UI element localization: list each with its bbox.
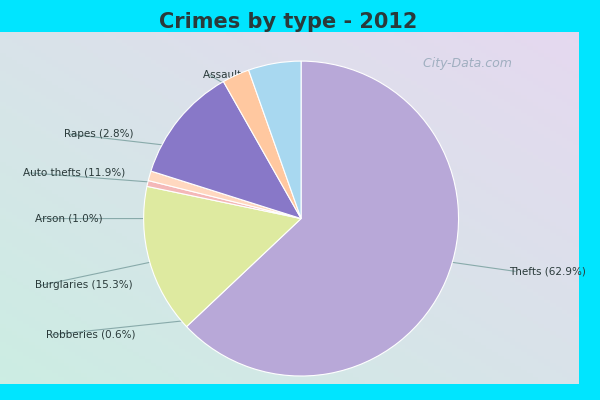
Wedge shape: [143, 186, 301, 327]
Text: Thefts (62.9%): Thefts (62.9%): [509, 266, 586, 276]
Text: Burglaries (15.3%): Burglaries (15.3%): [35, 280, 133, 290]
Wedge shape: [223, 70, 301, 218]
Text: Arson (1.0%): Arson (1.0%): [35, 214, 103, 224]
Text: Robberies (0.6%): Robberies (0.6%): [46, 330, 136, 340]
Wedge shape: [148, 171, 301, 218]
Text: Assaults (5.4%): Assaults (5.4%): [203, 69, 284, 79]
Wedge shape: [248, 61, 301, 218]
Text: Crimes by type - 2012: Crimes by type - 2012: [159, 12, 417, 32]
Wedge shape: [187, 61, 458, 376]
Text: Rapes (2.8%): Rapes (2.8%): [64, 129, 133, 139]
Wedge shape: [147, 180, 301, 218]
Text: Auto thefts (11.9%): Auto thefts (11.9%): [23, 168, 125, 178]
Text: City-Data.com: City-Data.com: [415, 57, 512, 70]
Wedge shape: [151, 82, 301, 218]
